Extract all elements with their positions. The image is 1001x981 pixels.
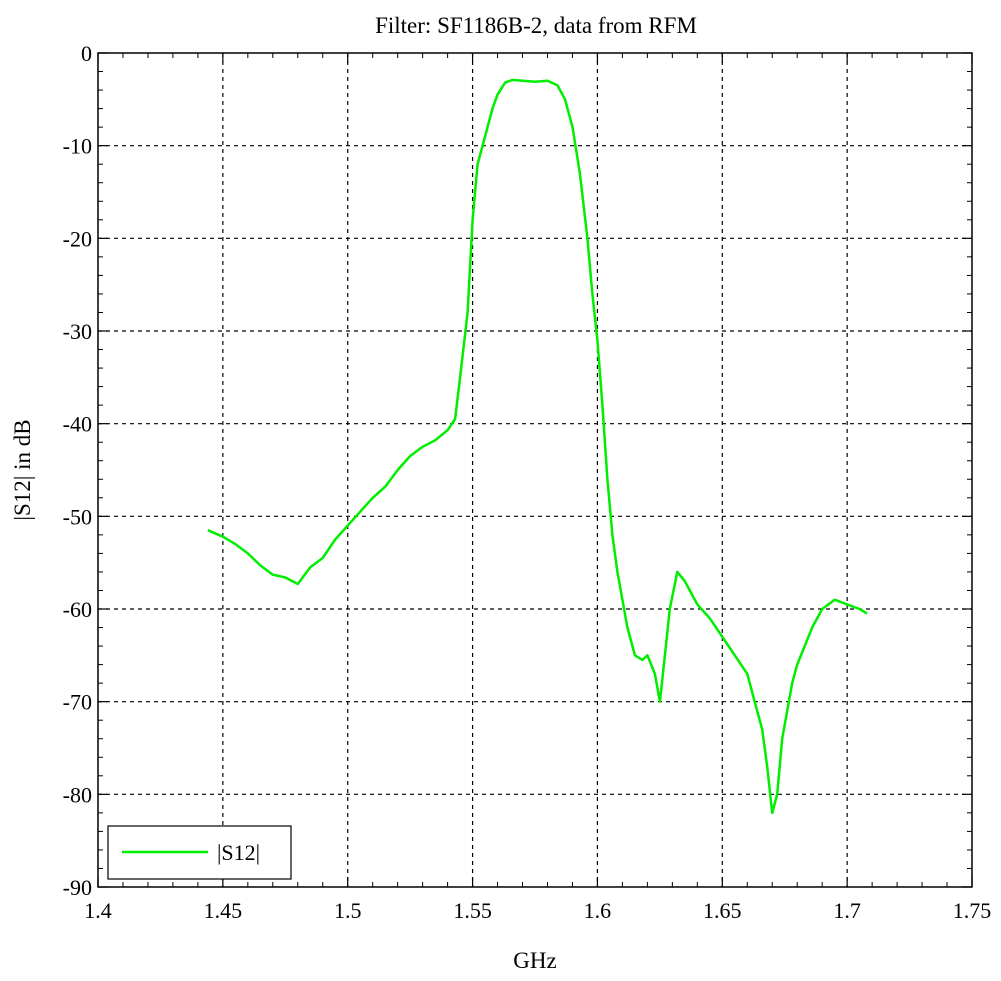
grid-layer (98, 53, 972, 887)
y-tick-label: -80 (63, 782, 92, 807)
series-layer (207, 78, 868, 815)
chart-title: Filter: SF1186B-2, data from RFM (375, 13, 697, 38)
y-tick-label: -30 (63, 319, 92, 344)
x-tick-label: 1.4 (84, 898, 112, 923)
y-tick-label: -60 (63, 597, 92, 622)
y-axis-title: |S12| in dB (10, 419, 35, 520)
x-tick-label: 1.75 (953, 898, 992, 923)
y-tick-labels: 0 -10 -20 -30 -40 -50 -60 -70 -80 -90 (63, 41, 92, 900)
x-tick-label: 1.45 (204, 898, 243, 923)
y-tick-label: 0 (81, 41, 92, 66)
tick-layer (97, 52, 973, 888)
y-tick-label: -10 (63, 134, 92, 159)
x-tick-label: 1.6 (584, 898, 612, 923)
x-tick-label: 1.7 (833, 898, 861, 923)
legend: |S12| (107, 825, 292, 880)
x-tick-label: 1.5 (334, 898, 362, 923)
x-tick-label: 1.65 (703, 898, 742, 923)
series-line-s12 (207, 78, 868, 815)
plot-frame (97, 52, 973, 888)
x-tick-label: 1.55 (453, 898, 492, 923)
y-tick-label: -90 (63, 875, 92, 900)
y-tick-label: -20 (63, 226, 92, 251)
y-tick-label: -50 (63, 504, 92, 529)
y-tick-label: -40 (63, 412, 92, 437)
legend-label-s12: |S12| (217, 840, 260, 865)
x-axis-title: GHz (513, 948, 556, 973)
y-tick-label: -70 (63, 690, 92, 715)
x-tick-labels: 1.4 1.45 1.5 1.55 1.6 1.65 1.7 1.75 (84, 898, 991, 923)
